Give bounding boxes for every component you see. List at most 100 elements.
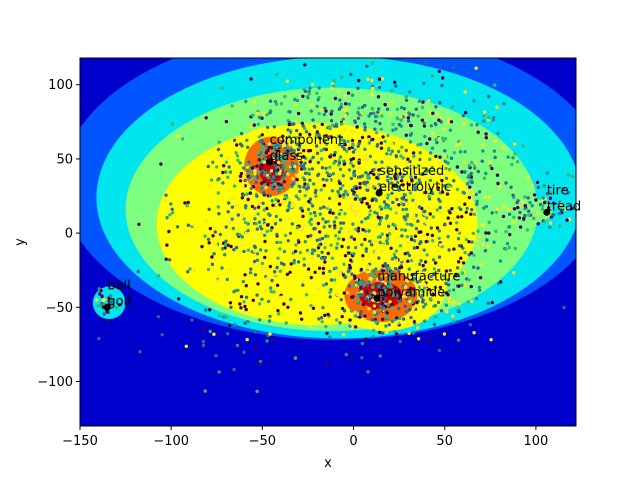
data-point [401, 290, 405, 295]
data-point [278, 203, 282, 207]
data-point [463, 170, 467, 174]
data-point [383, 174, 387, 178]
data-point [411, 113, 415, 117]
annotation-label: component [270, 133, 344, 148]
data-point [349, 356, 353, 360]
data-point [523, 195, 527, 199]
data-point [216, 178, 220, 182]
data-point [419, 240, 423, 244]
data-point [320, 275, 325, 279]
data-point [207, 207, 211, 211]
data-point [307, 220, 312, 224]
data-point [459, 256, 463, 260]
data-point [476, 130, 480, 134]
data-point [407, 183, 411, 187]
data-point [385, 107, 390, 111]
data-point [363, 180, 367, 185]
data-point [382, 286, 386, 290]
data-point [282, 249, 287, 254]
data-point [427, 292, 431, 297]
data-point [354, 227, 358, 232]
data-point [515, 160, 520, 164]
data-point [281, 186, 285, 190]
data-point [498, 259, 503, 263]
data-point [408, 222, 413, 227]
data-point [98, 292, 102, 296]
data-point [430, 74, 434, 78]
data-point [374, 320, 378, 324]
data-point [350, 93, 355, 97]
data-point [385, 311, 389, 315]
data-point [248, 271, 253, 275]
data-point [474, 238, 478, 242]
data-point [469, 251, 473, 255]
data-point [331, 172, 335, 176]
data-point [442, 332, 447, 336]
data-point [366, 176, 370, 180]
data-point [265, 125, 270, 130]
data-point [268, 314, 272, 319]
data-point [361, 258, 365, 262]
data-point [224, 292, 228, 296]
data-point [236, 213, 240, 217]
data-point [256, 175, 260, 180]
data-point [422, 286, 427, 290]
data-point [357, 191, 361, 196]
data-point [339, 298, 343, 302]
data-point [170, 207, 174, 211]
data-point [352, 169, 357, 173]
data-point [416, 164, 421, 168]
data-point [328, 126, 332, 131]
data-point [463, 234, 467, 239]
data-point [450, 105, 455, 109]
data-point [217, 212, 221, 216]
data-point [476, 229, 480, 233]
data-point [368, 209, 373, 213]
data-point [423, 134, 427, 139]
data-point [379, 141, 383, 145]
data-point [527, 213, 531, 217]
data-point [404, 95, 408, 99]
data-point [298, 143, 302, 147]
data-point [406, 116, 411, 120]
data-point [409, 316, 413, 320]
data-point [238, 142, 243, 146]
data-point [263, 154, 267, 158]
data-point [385, 172, 389, 176]
data-point [528, 200, 532, 205]
data-point [269, 169, 274, 173]
data-point [165, 243, 169, 247]
data-point [329, 288, 333, 292]
data-point [319, 221, 324, 225]
data-point [289, 300, 293, 304]
data-point [263, 170, 267, 175]
data-point [234, 151, 238, 155]
data-point [378, 281, 383, 286]
data-point [463, 150, 467, 154]
data-point [363, 314, 367, 318]
data-point [494, 229, 498, 233]
data-point [360, 356, 364, 360]
data-point [334, 234, 338, 238]
data-point [289, 148, 293, 152]
data-point [323, 139, 327, 144]
data-point [460, 271, 465, 275]
data-point [372, 167, 376, 172]
data-point [309, 222, 313, 227]
data-point [443, 154, 447, 158]
x-tick-label: −150 [62, 434, 98, 449]
data-point [317, 86, 321, 90]
data-point [267, 212, 271, 216]
data-point [372, 185, 376, 189]
data-point [232, 248, 236, 252]
data-point [243, 273, 247, 277]
data-point [501, 214, 506, 219]
data-point [302, 257, 306, 261]
data-point [336, 189, 340, 194]
data-point [477, 285, 482, 290]
data-point [374, 119, 378, 124]
data-point [367, 307, 371, 311]
data-point [352, 237, 357, 241]
data-point [340, 75, 344, 79]
